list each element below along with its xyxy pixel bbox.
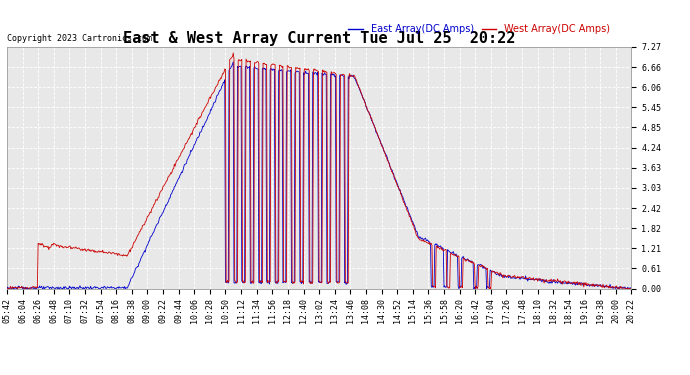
Title: East & West Array Current Tue Jul 25  20:22: East & West Array Current Tue Jul 25 20:… <box>123 31 515 46</box>
Text: Copyright 2023 Cartronics.com: Copyright 2023 Cartronics.com <box>7 34 152 43</box>
Legend: East Array(DC Amps), West Array(DC Amps): East Array(DC Amps), West Array(DC Amps) <box>344 20 614 38</box>
